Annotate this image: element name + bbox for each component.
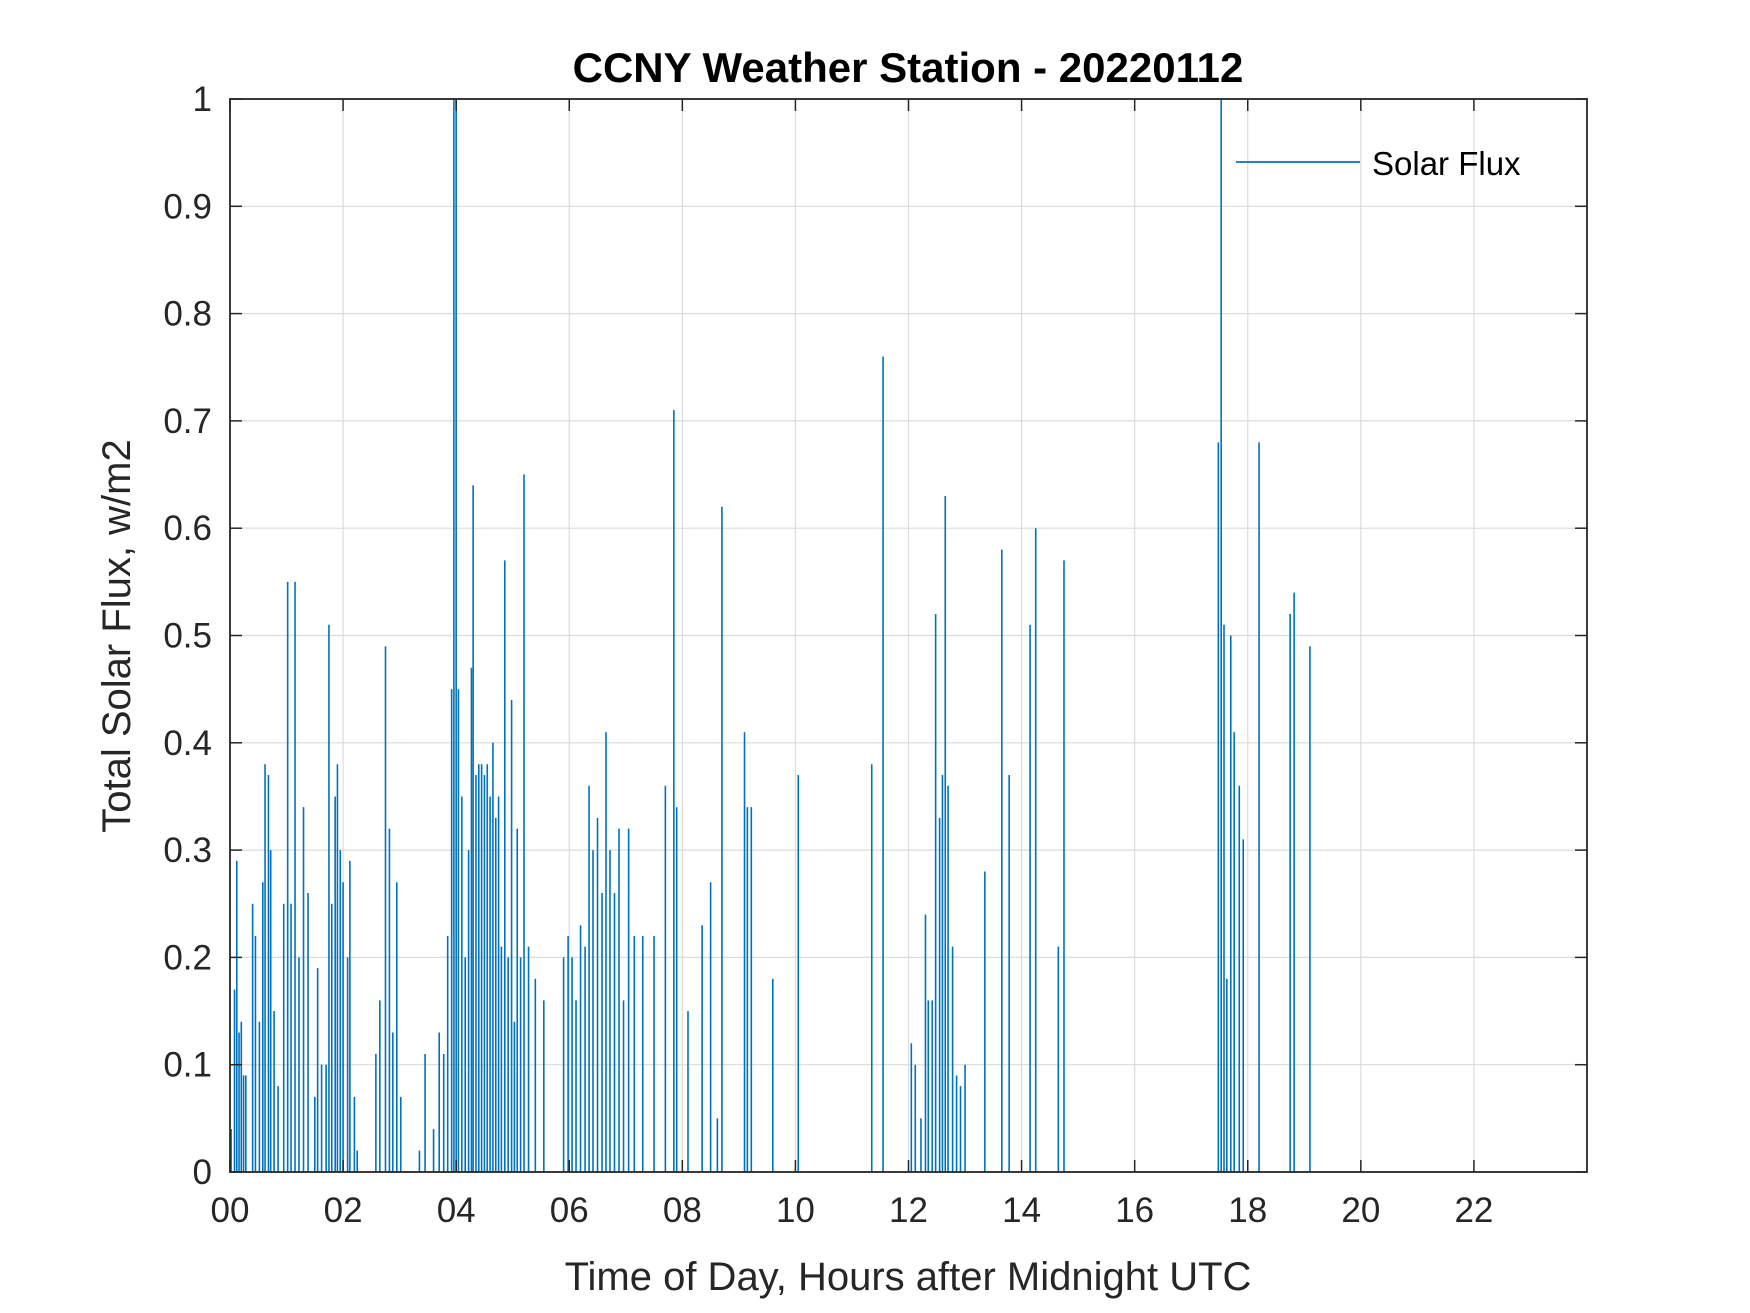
x-tick-label: 00: [211, 1191, 250, 1230]
y-tick-label: 0.4: [163, 724, 212, 763]
x-tick-label: 14: [1002, 1191, 1041, 1230]
x-tick-labels: 00 02 04 06 08 10 12 14 16 18 20 22: [211, 1191, 1494, 1230]
x-tick-label: 12: [889, 1191, 928, 1230]
x-tick-label: 04: [437, 1191, 476, 1230]
x-tick-label: 10: [776, 1191, 815, 1230]
x-tick-label: 20: [1341, 1191, 1380, 1230]
y-tick-label: 0.7: [163, 402, 212, 441]
tick-marks: [229, 98, 1587, 1173]
y-tick-label: 0.2: [163, 938, 212, 977]
y-tick-label: 0.8: [163, 295, 212, 334]
x-tick-label: 18: [1228, 1191, 1267, 1230]
x-tick-label: 06: [550, 1191, 589, 1230]
legend: Solar Flux: [1236, 145, 1521, 182]
series-solar-flux: [230, 99, 1311, 1172]
y-tick-label: 0.5: [163, 617, 212, 656]
chart-title: CCNY Weather Station - 20220112: [573, 44, 1244, 91]
y-tick-label: 1: [193, 80, 212, 119]
x-axis-label: Time of Day, Hours after Midnight UTC: [565, 1255, 1252, 1299]
y-tick-label: 0.6: [163, 509, 212, 548]
x-tick-label: 22: [1454, 1191, 1493, 1230]
y-tick-label: 0: [193, 1153, 212, 1192]
y-axis-label: Total Solar Flux, w/m2: [95, 439, 139, 832]
y-tick-label: 0.9: [163, 187, 212, 226]
y-tick-label: 0.3: [163, 831, 212, 870]
x-tick-label: 02: [324, 1191, 363, 1230]
y-tick-labels: 0 0.1 0.2 0.3 0.4 0.5 0.6 0.7 0.8 0.9 1: [163, 80, 212, 1192]
x-tick-label: 16: [1115, 1191, 1154, 1230]
x-tick-label: 08: [663, 1191, 702, 1230]
y-tick-label: 0.1: [163, 1046, 212, 1085]
legend-label-solar-flux: Solar Flux: [1372, 145, 1521, 182]
